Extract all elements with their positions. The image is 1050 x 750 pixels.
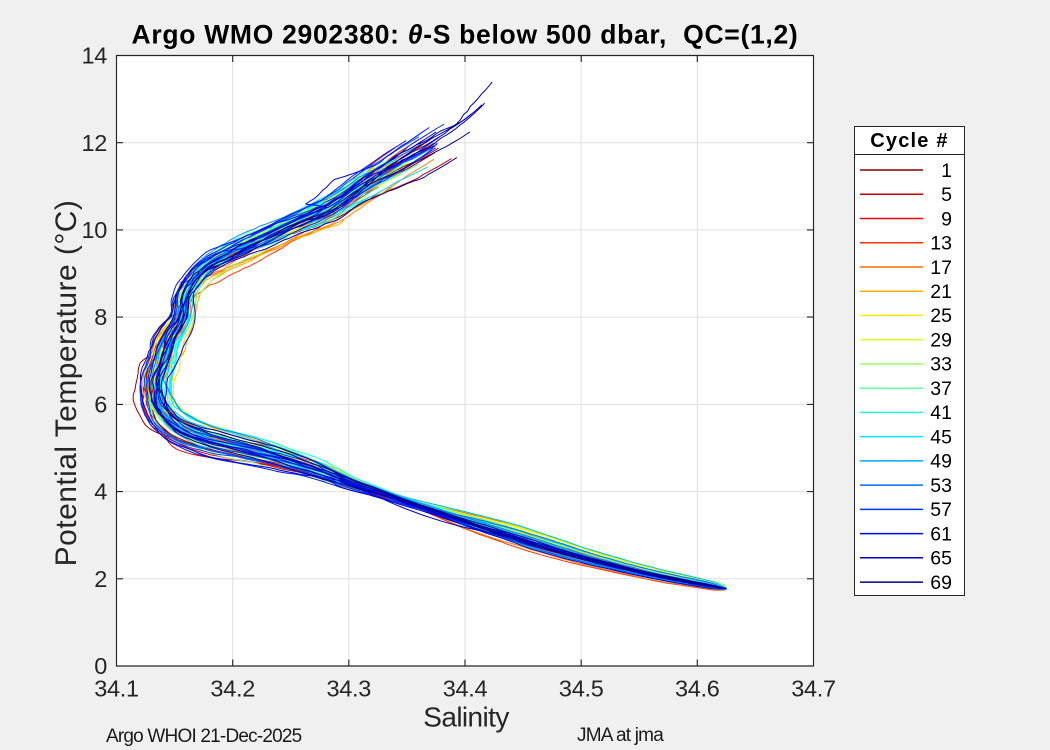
svg-text:5: 5 (941, 184, 952, 206)
svg-text:69: 69 (930, 572, 952, 594)
svg-text:34.4: 34.4 (443, 676, 488, 702)
svg-text:13: 13 (930, 233, 952, 255)
svg-text:10: 10 (81, 217, 107, 243)
svg-text:17: 17 (930, 257, 952, 279)
svg-text:JMA at jma: JMA at jma (577, 725, 664, 746)
svg-text:1: 1 (941, 160, 952, 182)
svg-text:6: 6 (94, 392, 107, 418)
svg-text:25: 25 (930, 305, 952, 327)
svg-text:45: 45 (930, 426, 952, 448)
svg-text:Argo WHOI 21-Dec-2025: Argo WHOI 21-Dec-2025 (106, 726, 302, 747)
svg-text:21: 21 (930, 281, 952, 303)
svg-text:Argo WMO 2902380: θ-S below 50: Argo WMO 2902380: θ-S below 500 dbar, QC… (132, 19, 799, 49)
svg-text:61: 61 (930, 523, 952, 545)
svg-text:Salinity: Salinity (423, 702, 509, 733)
svg-text:57: 57 (930, 499, 952, 521)
svg-text:29: 29 (930, 330, 952, 352)
svg-text:65: 65 (930, 548, 952, 570)
svg-text:12: 12 (81, 130, 107, 156)
svg-text:9: 9 (941, 208, 952, 230)
svg-text:34.1: 34.1 (94, 676, 139, 702)
svg-text:34.2: 34.2 (210, 676, 255, 702)
svg-text:0: 0 (94, 653, 107, 679)
svg-text:34.6: 34.6 (675, 676, 720, 702)
svg-text:14: 14 (81, 43, 107, 69)
svg-text:49: 49 (930, 451, 952, 473)
svg-text:37: 37 (930, 378, 952, 400)
svg-text:4: 4 (94, 479, 107, 505)
svg-text:34.7: 34.7 (791, 676, 836, 702)
svg-text:33: 33 (930, 354, 952, 376)
svg-text:41: 41 (930, 402, 952, 424)
svg-text:34.5: 34.5 (559, 676, 604, 702)
svg-text:34.3: 34.3 (327, 676, 372, 702)
svg-text:Cycle #: Cycle # (870, 130, 948, 152)
svg-text:Potential Temperature (°C): Potential Temperature (°C) (50, 200, 83, 567)
svg-text:53: 53 (930, 475, 952, 497)
svg-text:8: 8 (94, 304, 107, 330)
svg-text:2: 2 (94, 566, 107, 592)
